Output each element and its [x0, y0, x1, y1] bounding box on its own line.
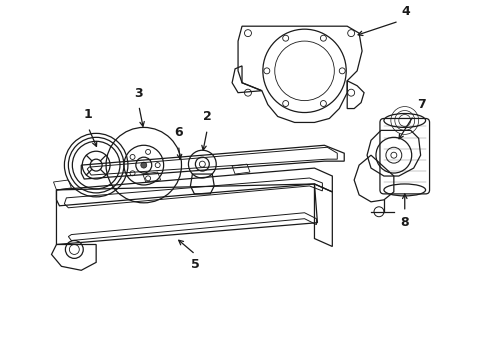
Text: 2: 2 [203, 111, 212, 123]
Text: 5: 5 [191, 258, 200, 271]
Text: 3: 3 [135, 87, 143, 100]
Text: 4: 4 [402, 5, 411, 18]
Text: 1: 1 [84, 108, 93, 121]
Text: 6: 6 [174, 126, 183, 139]
Circle shape [141, 162, 147, 168]
Text: 7: 7 [416, 98, 425, 111]
Text: 8: 8 [400, 216, 409, 229]
